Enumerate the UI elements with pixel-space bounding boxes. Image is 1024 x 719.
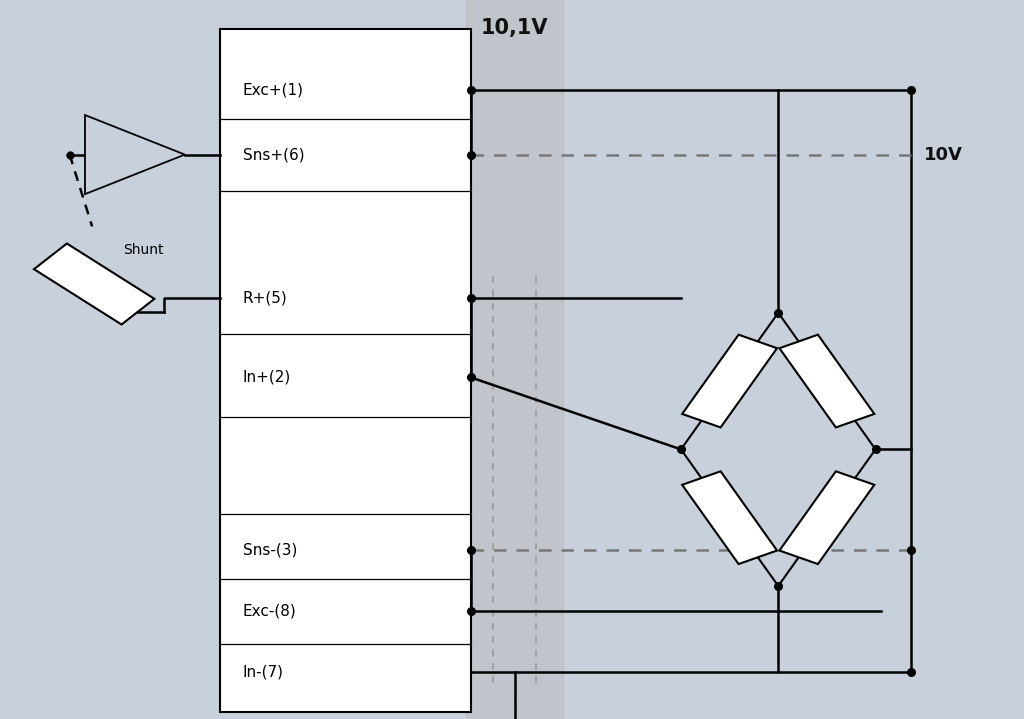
Polygon shape — [682, 335, 777, 427]
Text: Sns-(3): Sns-(3) — [243, 543, 297, 557]
Text: In+(2): In+(2) — [243, 370, 291, 385]
Bar — [466, 0, 563, 719]
Polygon shape — [682, 472, 777, 564]
Text: R+(5): R+(5) — [243, 291, 288, 306]
Text: Exc-(8): Exc-(8) — [243, 604, 296, 618]
Polygon shape — [85, 115, 184, 194]
Polygon shape — [779, 335, 874, 427]
Text: In-(7): In-(7) — [243, 665, 284, 679]
Bar — [220, 29, 471, 712]
Text: Shunt: Shunt — [123, 243, 164, 257]
Polygon shape — [779, 472, 874, 564]
Text: Exc+(1): Exc+(1) — [243, 83, 304, 97]
Polygon shape — [34, 244, 155, 324]
Text: Sns+(6): Sns+(6) — [243, 147, 304, 162]
Text: 10V: 10V — [924, 145, 963, 164]
Text: 10,1V: 10,1V — [481, 18, 548, 38]
